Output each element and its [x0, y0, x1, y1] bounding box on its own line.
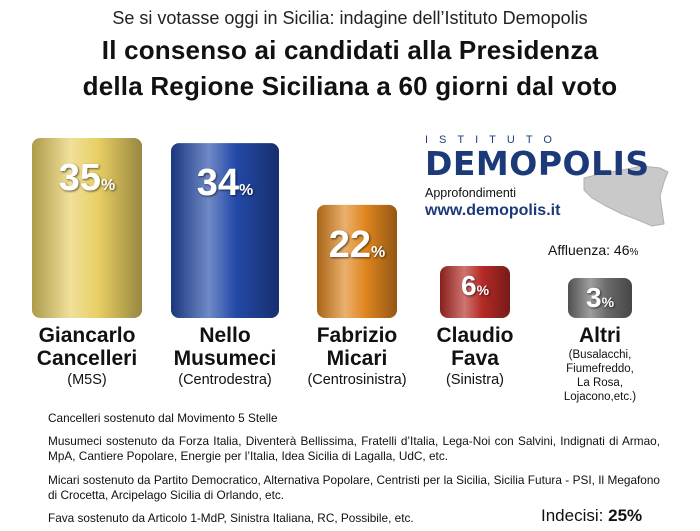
bar-5 [568, 278, 632, 318]
candidate-name-line: Nello [199, 324, 251, 347]
note-micari: Micari sostenuto da Partito Democratico,… [48, 473, 660, 503]
indecisi-readout: Indecisi: 25% [541, 506, 642, 526]
candidate-party: (M5S) [67, 372, 107, 388]
candidate-name-line: Musumeci [173, 347, 277, 370]
approfondimenti-label: Approfondimenti [425, 186, 517, 200]
candidate-name: Altri [530, 324, 670, 347]
candidate-name: Nello Musumeci [155, 324, 295, 370]
candidate-name-line: Claudio [436, 324, 514, 347]
candidate-name-line: Micari [326, 347, 388, 370]
demopolis-logo: ISTITUTO DEMOPOLIS [425, 134, 660, 183]
indecisi-value: 25% [608, 506, 643, 525]
bar-3 [317, 204, 397, 318]
bar-value-label: 34% [197, 162, 254, 204]
affluenza-label: Affluenza: [548, 242, 611, 258]
subtitle: Se si votasse oggi in Sicilia: indagine … [112, 8, 588, 28]
bar-value-label: 35% [59, 157, 116, 199]
page-title: Il consenso ai candidati alla Presidenza… [0, 32, 700, 104]
candidate-name-line: Giancarlo [38, 324, 136, 347]
candidate-party: (Centrosinistra) [307, 372, 407, 388]
note-text: sostenuto da [79, 473, 154, 487]
logo-top-text: ISTITUTO [425, 134, 563, 146]
note-parties: Movimento 5 Stelle [177, 411, 278, 425]
title-line-2: della Regione Siciliana a 60 giorni dal … [82, 71, 618, 101]
bar-value-label: 22% [329, 224, 386, 266]
note-parties: Articolo 1-MdP, Sinistra Italiana, RC, P… [147, 511, 414, 525]
sicily-map-icon [583, 165, 669, 227]
candidate-party: (Centrodestra) [178, 372, 272, 388]
altri-detail-line: Fiumefreddo, [566, 363, 634, 375]
candidate-party: (Sinistra) [445, 372, 504, 388]
note-name: Micari [48, 473, 80, 487]
bar-2 [171, 143, 279, 318]
candidate-name: Fabrizio Micari [287, 324, 427, 370]
indecisi-label: Indecisi: [541, 506, 604, 525]
note-name: Fava [48, 511, 75, 525]
bar-1 [32, 138, 142, 318]
note-name: Musumeci [48, 434, 102, 448]
candidate-name: Claudio Fava [405, 324, 545, 370]
note-text: sostenuto da [101, 434, 179, 448]
note-parties: Forza Italia, Diventerà Bellissima, Frat… [48, 434, 660, 463]
note-fava: Fava sostenuto da Articolo 1-MdP, Sinist… [48, 511, 528, 526]
candidate-name-line: Cancelleri [36, 347, 138, 370]
note-parties: Partito Democratico, Alternativa Popolar… [48, 473, 660, 502]
affluenza-unit: % [629, 247, 639, 258]
title-line-1: Il consenso ai candidati alla Presidenza [101, 35, 599, 65]
candidate-name-line: Fabrizio [316, 324, 398, 347]
note-cancelleri: Cancelleri sostenuto dal Movimento 5 Ste… [48, 411, 660, 426]
altri-detail-line: La Rosa, [576, 377, 624, 389]
bar-4 [440, 266, 510, 318]
note-musumeci: Musumeci sostenuto da Forza Italia, Dive… [48, 434, 660, 464]
altri-detail-line: Lojacono,etc.) [563, 391, 637, 403]
logo-main-text: DEMOPOLIS [425, 144, 650, 183]
candidate-name-line: Fava [451, 347, 499, 370]
affluenza-readout: Affluenza: 46% [548, 242, 638, 258]
candidate-name: Giancarlo Cancelleri [17, 324, 157, 370]
candidate-name-line: Altri [579, 324, 621, 347]
note-text: sostenuto dal [100, 411, 178, 425]
note-name: Cancelleri [48, 411, 101, 425]
bar-value-label: 6% [461, 270, 490, 301]
note-text: sostenuto da [74, 511, 148, 525]
affluenza-value: 46 [613, 242, 630, 258]
website-link[interactable]: www.demopolis.it [425, 202, 561, 219]
altri-detail-line: (Busalacchi, [568, 349, 632, 361]
bar-value-label: 3% [586, 282, 615, 313]
